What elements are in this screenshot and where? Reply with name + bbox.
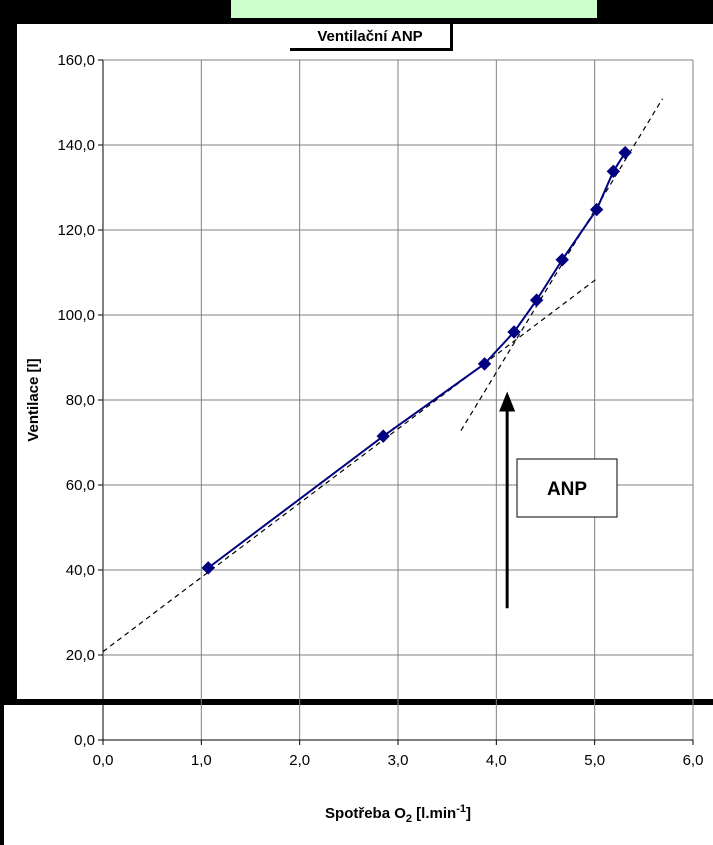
grid-lines bbox=[98, 59, 694, 745]
lower-left-border bbox=[0, 705, 4, 845]
x-tick-label: 6,0 bbox=[683, 752, 704, 769]
x-tick-label: 4,0 bbox=[486, 752, 507, 769]
y-tick-label: 60,0 bbox=[66, 477, 95, 494]
x-axis-label-part: [l.min bbox=[412, 805, 456, 822]
trend-lines bbox=[102, 98, 664, 653]
x-axis-label-part: -1 bbox=[456, 803, 466, 815]
y-tick-label: 120,0 bbox=[57, 222, 95, 239]
data-point bbox=[606, 164, 621, 179]
left-border bbox=[0, 24, 17, 704]
data-point bbox=[376, 429, 390, 443]
chart-title: Ventilační ANP bbox=[290, 24, 453, 51]
top-band-green-right bbox=[447, 0, 597, 18]
y-tick-label: 160,0 bbox=[57, 52, 95, 69]
data-point bbox=[201, 561, 215, 575]
data-point bbox=[589, 202, 604, 217]
anp-label: ANP bbox=[547, 479, 587, 500]
trend-line bbox=[102, 278, 597, 653]
x-axis-label: Spotřeba O2 [l.min-1] bbox=[325, 803, 471, 825]
y-tick-label: 40,0 bbox=[66, 562, 95, 579]
data-point bbox=[555, 253, 569, 267]
data-point bbox=[507, 325, 521, 339]
x-tick-label: 0,0 bbox=[93, 752, 114, 769]
x-axis-label-part: ] bbox=[466, 805, 471, 822]
x-axis-label-part: 2 bbox=[406, 813, 412, 825]
y-tick-label: 0,0 bbox=[74, 732, 95, 749]
data-point bbox=[618, 145, 632, 160]
y-tick-label: 140,0 bbox=[57, 137, 95, 154]
series-layer bbox=[201, 145, 632, 575]
x-tick-label: 1,0 bbox=[191, 752, 212, 769]
x-tick-label: 5,0 bbox=[584, 752, 605, 769]
x-tick-label: 2,0 bbox=[289, 752, 310, 769]
tick-labels: 0,0 1,0 2,0 3,0 4,0 5,0 6,0 0,0 20,0 40,0 60,0 80,0… bbox=[57, 52, 703, 769]
anp-arrow-head bbox=[499, 391, 516, 412]
x-tick-label: 3,0 bbox=[388, 752, 409, 769]
y-tick-label: 20,0 bbox=[66, 647, 95, 664]
y-tick-label: 80,0 bbox=[66, 392, 95, 409]
trend-line bbox=[460, 98, 664, 431]
data-point bbox=[529, 293, 544, 307]
y-tick-label: 100,0 bbox=[57, 307, 95, 324]
data-point bbox=[477, 357, 492, 371]
annotation-layer: ANP bbox=[499, 391, 618, 609]
top-band-green bbox=[231, 0, 447, 18]
mid-border bbox=[0, 699, 713, 705]
x-axis-label-part: Spotřeba O bbox=[325, 805, 406, 822]
y-axis-label: Ventilace [l] bbox=[25, 358, 42, 441]
anp-label-box bbox=[516, 458, 618, 518]
